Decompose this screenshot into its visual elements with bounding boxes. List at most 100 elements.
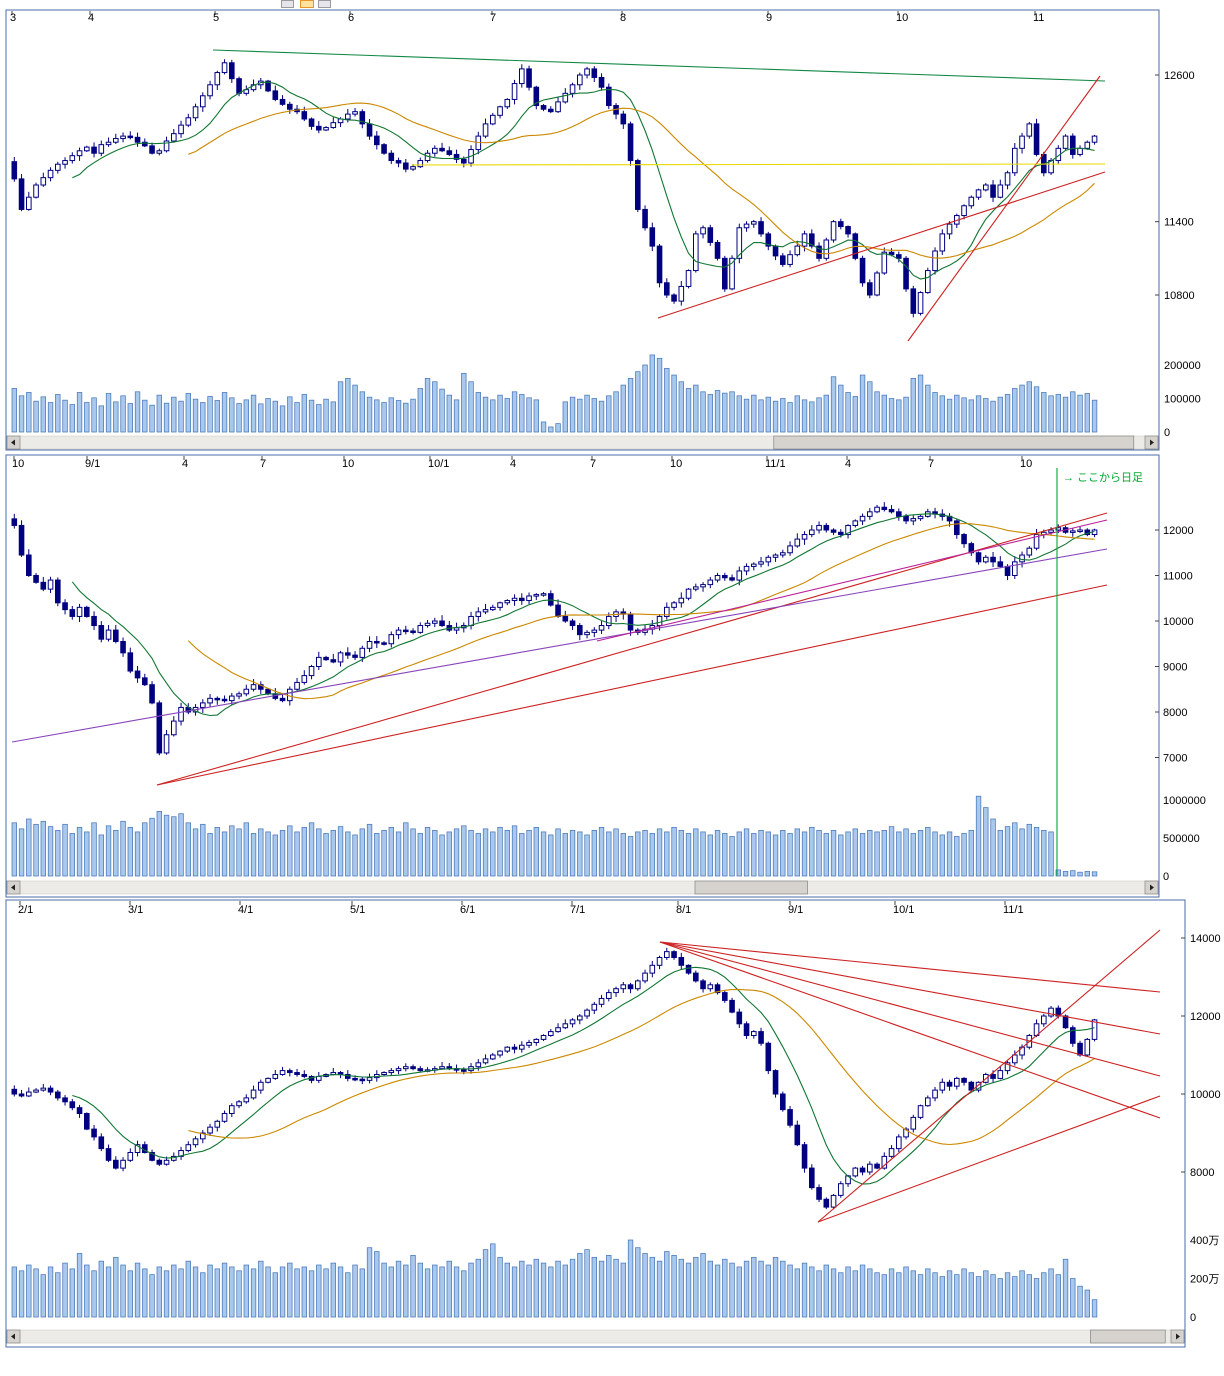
candle-body (751, 1031, 757, 1036)
candle-body (221, 698, 228, 702)
candle-body (178, 124, 184, 135)
volume-bar (323, 833, 329, 877)
scrollbar-thumb[interactable] (694, 880, 808, 895)
volume-bar (983, 1270, 989, 1318)
candle-body (1062, 135, 1069, 149)
volume-bar (287, 825, 293, 877)
volume-bar (417, 833, 423, 877)
candle-body (403, 162, 409, 170)
volume-bar (178, 1268, 184, 1318)
volume-bar (729, 1262, 735, 1318)
volume-bar (76, 392, 83, 433)
toolbar-button-fragment-3[interactable] (318, 0, 331, 8)
candle-body (830, 221, 837, 241)
volume-bar (236, 403, 242, 433)
candle-body (229, 695, 235, 702)
toolbar-button-fragment-1[interactable] (281, 0, 294, 8)
toolbar-button-fragment-2[interactable] (300, 0, 314, 8)
volume-bar (55, 1272, 61, 1318)
volume-bar (446, 394, 452, 433)
volume-bar (236, 828, 242, 877)
volume-bar (910, 378, 916, 433)
candle-body (511, 597, 518, 602)
volume-bar (649, 354, 655, 433)
volume-bar (207, 1264, 213, 1318)
candle-body (845, 226, 851, 235)
volume-bar (482, 396, 489, 433)
candle-body (1012, 147, 1018, 174)
volume-bar (809, 401, 815, 433)
scrollbar-thumb[interactable] (773, 435, 1135, 450)
candle-body (120, 640, 126, 654)
volume-bar (1041, 830, 1047, 877)
volume-bar (787, 833, 793, 877)
volume-bar (374, 833, 380, 877)
volume-bar (330, 401, 336, 433)
volume-bar (1062, 871, 1069, 877)
volume-bar (439, 834, 445, 877)
candle-body (18, 178, 25, 210)
candle-body (504, 98, 511, 108)
volume-bar (395, 1260, 402, 1318)
scrollbar-track[interactable] (6, 880, 1159, 895)
volume-axis-label: 0 (1190, 1312, 1196, 1324)
volume-bar (171, 816, 177, 877)
h-scrollbar[interactable] (6, 880, 1159, 895)
volume-bar (700, 831, 706, 877)
volume-bar (548, 1266, 554, 1318)
candle-body (134, 670, 141, 679)
candle-body (838, 221, 844, 228)
candle-body (990, 184, 996, 198)
volume-axis-label: 1000000 (1163, 795, 1206, 807)
volume-bar (134, 831, 141, 877)
volume-bar (265, 831, 271, 877)
candle-body (859, 257, 866, 284)
candle-body (352, 654, 358, 658)
volume-bar (888, 398, 895, 433)
moving-average-line (72, 966, 1095, 1185)
trend-line (659, 941, 1161, 1035)
volume-bar (830, 376, 837, 433)
volume-bar (707, 394, 713, 433)
volume-bar (279, 405, 286, 433)
volume-bar (743, 828, 750, 877)
candle-body (236, 693, 242, 697)
volume-bar (577, 1253, 583, 1318)
candle-body (214, 697, 221, 701)
volume-bar (526, 1264, 532, 1318)
volume-bar (134, 1262, 141, 1318)
volume-bar (997, 396, 1003, 433)
candle-body (47, 579, 54, 590)
candle-body (743, 223, 750, 229)
volume-bar (838, 384, 844, 433)
trend-line (156, 512, 1108, 786)
candle-body (685, 270, 692, 287)
candle-body (729, 999, 735, 1013)
candle-body (1077, 1042, 1083, 1056)
candle-body (635, 160, 641, 210)
trend-line (659, 941, 1161, 993)
volume-bar (635, 371, 641, 433)
h-scrollbar[interactable] (6, 435, 1159, 450)
x-axis-label: 7 (590, 458, 596, 470)
candle-body (801, 534, 808, 540)
price-axis-label: 10800 (1164, 290, 1195, 302)
candle-body (562, 92, 569, 103)
volume-bar (845, 392, 851, 433)
volume-bar (881, 394, 887, 433)
scrollbar-thumb[interactable] (1090, 1329, 1166, 1344)
volume-bar (432, 830, 438, 877)
scrollbar-track[interactable] (6, 1329, 1185, 1344)
volume-bar (569, 396, 576, 433)
volume-bar (229, 1266, 235, 1318)
candle-body (1084, 1038, 1091, 1056)
volume-bar (548, 426, 554, 433)
x-axis-label: 4/1 (238, 904, 253, 916)
candle-body (11, 518, 18, 526)
candle-body (84, 606, 90, 617)
volume-bar (323, 398, 329, 433)
volume-bar (729, 836, 735, 877)
h-scrollbar[interactable] (6, 1329, 1185, 1344)
volume-bar (526, 397, 532, 433)
candle-body (533, 594, 540, 597)
